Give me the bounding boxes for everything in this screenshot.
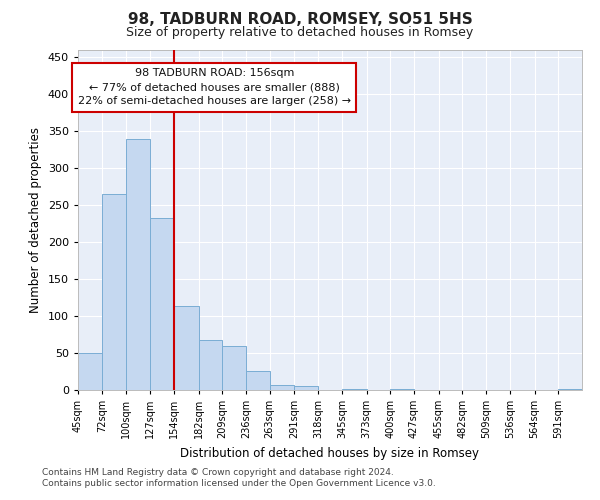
Bar [102, 194, 127, 390]
Bar [199, 340, 222, 390]
X-axis label: Distribution of detached houses by size in Romsey: Distribution of detached houses by size … [181, 446, 479, 460]
Bar [174, 306, 199, 390]
Bar [270, 385, 295, 390]
Text: Contains HM Land Registry data © Crown copyright and database right 2024.
Contai: Contains HM Land Registry data © Crown c… [42, 468, 436, 487]
Bar [150, 218, 174, 390]
Bar [295, 386, 318, 390]
Bar [222, 346, 246, 390]
Y-axis label: Number of detached properties: Number of detached properties [29, 127, 42, 313]
Text: 98, TADBURN ROAD, ROMSEY, SO51 5HS: 98, TADBURN ROAD, ROMSEY, SO51 5HS [128, 12, 472, 28]
Text: Size of property relative to detached houses in Romsey: Size of property relative to detached ho… [127, 26, 473, 39]
Bar [246, 371, 270, 390]
Text: 98 TADBURN ROAD: 156sqm
← 77% of detached houses are smaller (888)
22% of semi-d: 98 TADBURN ROAD: 156sqm ← 77% of detache… [78, 68, 351, 106]
Bar [127, 138, 150, 390]
Bar [78, 353, 102, 390]
